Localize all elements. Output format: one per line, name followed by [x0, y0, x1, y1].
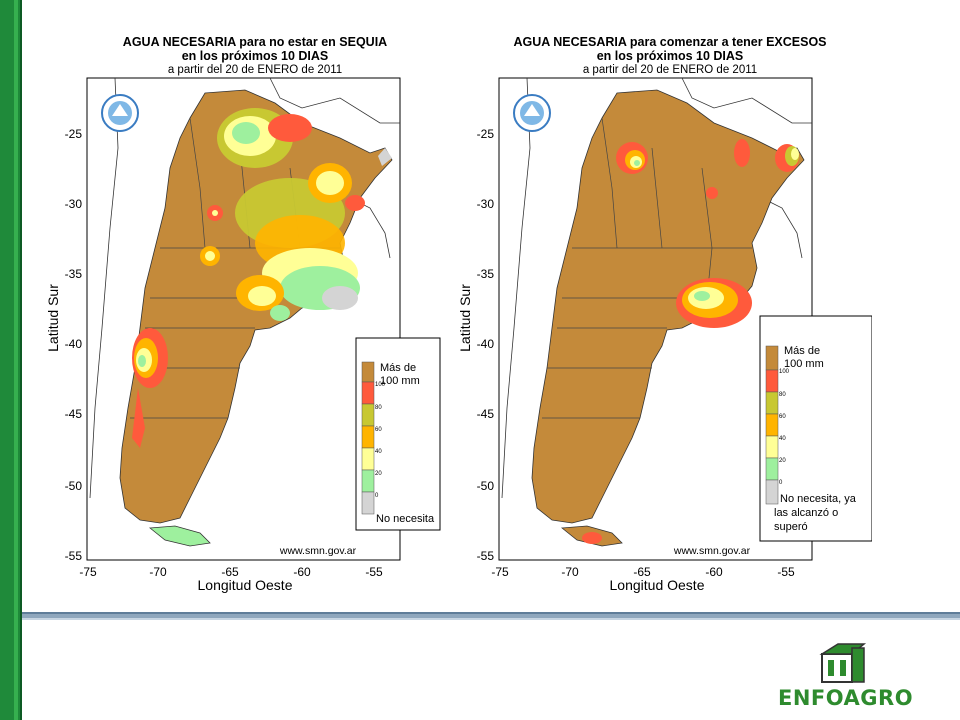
svg-text:-70: -70: [561, 565, 579, 579]
right-lon-ticks: -75 -70 -65 -60 -55: [491, 565, 795, 579]
left-map-url: www.smn.gov.ar: [279, 545, 357, 557]
left-tierra-del-fuego: [148, 525, 211, 547]
svg-text:-30: -30: [477, 197, 495, 211]
smn-logo-icon: [101, 94, 139, 132]
svg-text:-65: -65: [633, 565, 651, 579]
svg-text:superó: superó: [774, 521, 808, 533]
right-map-title: AGUA NECESARIA para comenzar a tener EXC…: [513, 35, 826, 49]
svg-text:-60: -60: [293, 565, 311, 579]
sidebar-accent: [14, 0, 18, 720]
svg-text:-65: -65: [221, 565, 239, 579]
left-data-zones: [132, 108, 392, 448]
svg-text:-30: -30: [65, 197, 83, 211]
right-map-panel: AGUA NECESARIA para comenzar a tener EXC…: [452, 28, 872, 593]
svg-text:Más de: Más de: [380, 362, 416, 374]
svg-text:-45: -45: [65, 407, 83, 421]
svg-text:80: 80: [779, 392, 786, 398]
svg-text:20: 20: [779, 458, 786, 464]
svg-text:-55: -55: [477, 549, 495, 563]
svg-text:80: 80: [375, 405, 382, 411]
svg-text:-50: -50: [65, 479, 83, 493]
left-green-sidebar: [0, 0, 22, 720]
right-map-url: www.smn.gov.ar: [673, 545, 751, 557]
right-map-figure: AGUA NECESARIA para comenzar a tener EXC…: [457, 35, 872, 593]
svg-text:-55: -55: [65, 549, 83, 563]
right-y-axis-label: Latitud Sur: [457, 284, 473, 352]
left-y-axis-label: Latitud Sur: [45, 284, 61, 352]
svg-text:100 mm: 100 mm: [380, 375, 420, 387]
svg-text:No necesita: No necesita: [376, 513, 435, 525]
left-neighbor-border: [269, 77, 400, 124]
footer-divider: [22, 612, 960, 620]
left-map-title: AGUA NECESARIA para no estar en SEQUIA: [123, 35, 387, 49]
right-province-lines: [542, 117, 752, 419]
svg-text:-50: -50: [477, 479, 495, 493]
svg-text:-25: -25: [477, 127, 495, 141]
left-legend: Más de 100 mm 100 80 60 40 20 0 No neces…: [355, 337, 441, 531]
smn-logo-icon: [513, 94, 551, 132]
svg-text:-75: -75: [491, 565, 509, 579]
right-argentina-shape: [531, 89, 805, 524]
enfoagro-building-icon: [819, 643, 867, 683]
svg-text:-35: -35: [477, 267, 495, 281]
svg-text:40: 40: [779, 436, 786, 442]
svg-text:-45: -45: [477, 407, 495, 421]
enfoagro-logo-text: ENFOAGRO: [778, 686, 914, 710]
svg-text:No necesita, ya: No necesita, ya: [780, 493, 857, 505]
svg-text:-40: -40: [65, 337, 83, 351]
svg-text:0: 0: [375, 493, 379, 499]
right-x-axis-label: Longitud Oeste: [610, 577, 705, 593]
svg-text:Más de: Más de: [784, 345, 820, 357]
svg-text:-60: -60: [705, 565, 723, 579]
svg-text:100: 100: [779, 369, 790, 375]
svg-text:100: 100: [375, 382, 386, 388]
svg-text:-25: -25: [65, 127, 83, 141]
left-lon-ticks: -75 -70 -65 -60 -55: [79, 565, 383, 579]
right-map-date: a partir del 20 de ENERO de 2011: [583, 64, 757, 76]
right-map-title-line2: en los próximos 10 DIAS: [597, 49, 744, 63]
svg-text:-40: -40: [477, 337, 495, 351]
left-x-axis-label: Longitud Oeste: [198, 577, 293, 593]
left-map-figure: AGUA NECESARIA para no estar en SEQUIA e…: [45, 35, 441, 593]
left-lat-ticks: -25 -30 -35 -40 -45 -50 -55: [65, 127, 83, 563]
right-data-zones: [582, 139, 799, 544]
left-map-panel: AGUA NECESARIA para no estar en SEQUIA e…: [40, 28, 460, 593]
right-chile-coast: [501, 77, 531, 499]
enfoagro-logo: ENFOAGRO: [770, 640, 940, 716]
svg-text:las alcanzó o: las alcanzó o: [774, 507, 838, 519]
svg-text:20: 20: [375, 471, 382, 477]
right-neighbor-border: [681, 77, 812, 124]
left-chile-coast: [89, 77, 119, 499]
svg-text:0: 0: [779, 480, 783, 486]
left-map-date: a partir del 20 de ENERO de 2011: [168, 64, 342, 76]
svg-text:-75: -75: [79, 565, 97, 579]
svg-text:40: 40: [375, 449, 382, 455]
left-map-title-line2: en los próximos 10 DIAS: [182, 49, 329, 63]
svg-text:-70: -70: [149, 565, 167, 579]
svg-text:-55: -55: [777, 565, 795, 579]
svg-text:100 mm: 100 mm: [784, 358, 824, 370]
right-legend: Más de 100 mm 100 80 60 40 20 0 No neces…: [759, 315, 872, 542]
svg-text:60: 60: [375, 427, 382, 433]
svg-text:60: 60: [779, 414, 786, 420]
right-lat-ticks: -25 -30 -35 -40 -45 -50 -55: [477, 127, 495, 563]
svg-text:-35: -35: [65, 267, 83, 281]
svg-text:-55: -55: [365, 565, 383, 579]
